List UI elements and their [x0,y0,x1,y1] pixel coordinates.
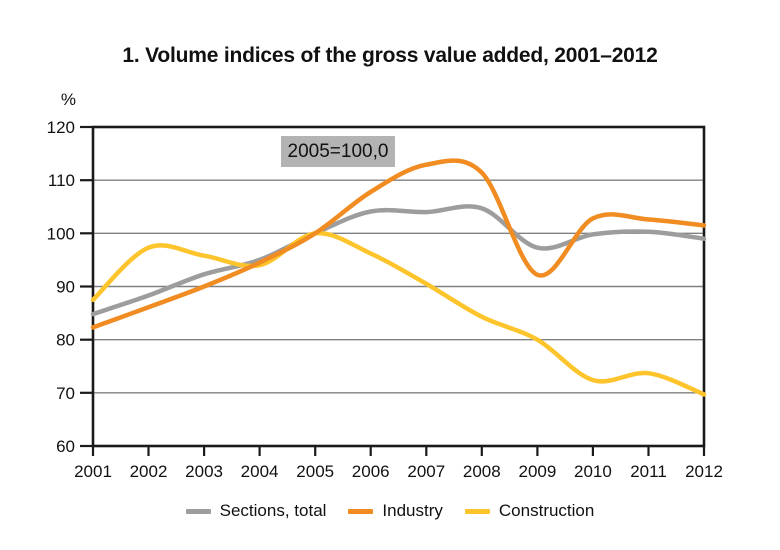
x-tick-label: 2008 [463,462,501,481]
x-tick-label: 2001 [74,462,112,481]
annotation-base-year: 2005=100,0 [281,136,395,167]
x-tick-label: 2004 [241,462,279,481]
legend-item-label: Sections, total [219,501,327,520]
series-line-sections-total [90,204,707,317]
x-tick-label: 2010 [574,462,612,481]
legend: Sections, total Industry Construction [0,501,780,521]
y-tick-label: 110 [48,171,75,190]
plot-frame [91,125,706,448]
legend-item-construction: Construction [464,501,595,521]
x-tick-label: 2005 [296,462,334,481]
x-tick-label: 2009 [518,462,556,481]
y-tick-label: 120 [47,118,75,137]
x-tick-label: 2012 [685,462,723,481]
y-tick-label: 80 [56,331,75,350]
legend-item-sections-total: Sections, total [185,501,327,521]
x-tick-label: 2003 [185,462,223,481]
y-tick-label: 90 [56,278,75,297]
x-tick-label: 2006 [352,462,390,481]
legend-item-label: Construction [498,501,595,520]
legend-swatch [464,508,490,514]
series-line-industry [90,158,707,330]
y-tick-label: 100 [47,224,75,243]
legend-swatch [348,508,374,514]
series-line-construction [90,231,707,397]
y-tick-label: 70 [56,384,75,403]
y-tick-label: 60 [56,437,75,456]
x-tick-label: 2002 [130,462,168,481]
legend-swatch [185,508,211,514]
legend-item-industry: Industry [348,501,443,521]
x-tick-label: 2007 [407,462,445,481]
x-tick-label: 2011 [630,462,667,481]
chart-title: 1. Volume indices of the gross value add… [122,44,658,67]
legend-item-label: Industry [382,501,443,520]
y-axis-unit-label: % [60,90,76,109]
